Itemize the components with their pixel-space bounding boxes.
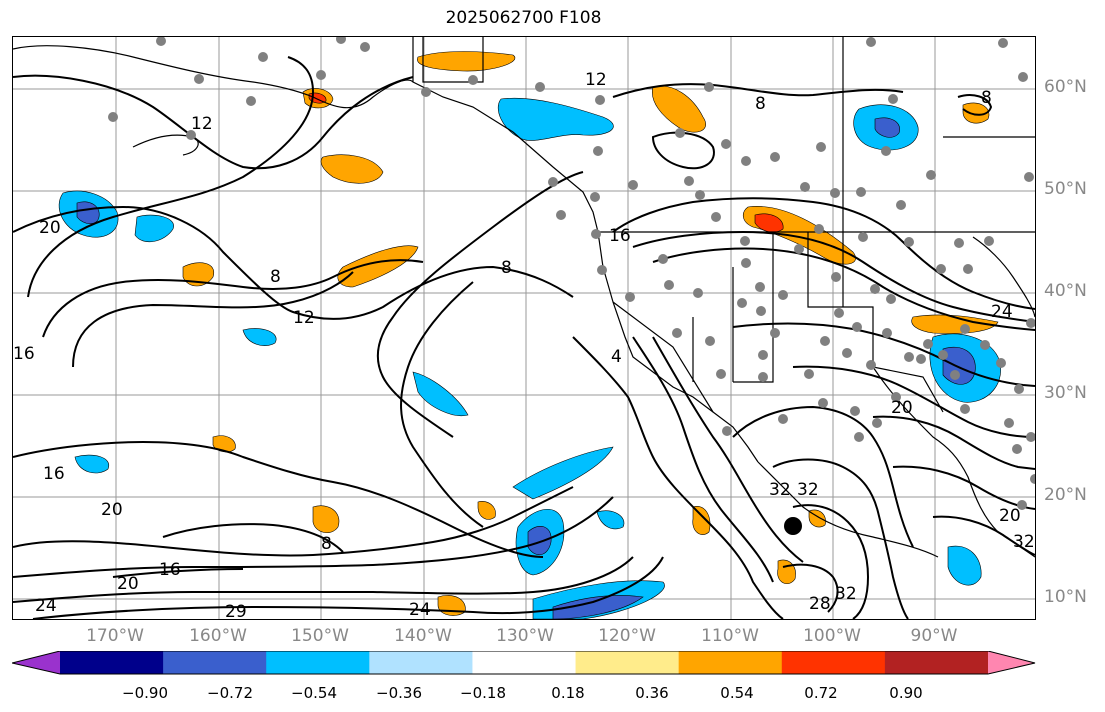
- colorbar-segment: [678, 651, 783, 674]
- contour-label: 12: [293, 308, 315, 328]
- positive-shade: [692, 506, 711, 535]
- lon-label-170w: 170°W: [86, 626, 144, 646]
- contour-label: 16: [13, 344, 35, 364]
- positive-shade: [911, 314, 999, 334]
- negative-shade: [874, 117, 900, 138]
- contour-label: 32: [835, 584, 857, 604]
- colorbar-segment: [781, 651, 886, 674]
- lon-label-90w: 90°W: [910, 626, 958, 646]
- lon-label-130w: 130°W: [496, 626, 554, 646]
- lat-label-30n: 30°N: [1044, 383, 1087, 403]
- colorbar-tick-label: −0.54: [291, 684, 337, 702]
- contour-label: 8: [501, 258, 512, 278]
- colorbar-tick-label: −0.72: [207, 684, 253, 702]
- contour-label: 24: [991, 302, 1013, 322]
- positive-shade: [337, 245, 419, 288]
- negative-shade: [512, 446, 614, 500]
- contour-label: 24: [35, 596, 57, 616]
- colorbar-segment: [369, 651, 473, 674]
- colorbar-tick-label: 0.90: [889, 684, 923, 702]
- shaded-fields: [58, 51, 1001, 619]
- colorbar-tick-label: 0.72: [804, 684, 838, 702]
- lat-label-50n: 50°N: [1044, 179, 1087, 199]
- map-panel: 4 8 8 8 8 8 12 12 12 16 16 16 16 20 20 2…: [12, 36, 1036, 620]
- contour-label: 24: [409, 600, 431, 619]
- lon-label-120w: 120°W: [598, 626, 656, 646]
- contour-label: 8: [270, 267, 281, 287]
- contour-label: 8: [321, 534, 332, 554]
- negative-shade: [412, 371, 469, 417]
- contour-label: 8: [981, 88, 992, 108]
- contour-label: 8: [755, 94, 766, 114]
- colorbar-segment: [266, 651, 370, 674]
- lat-label-10n: 10°N: [1044, 587, 1087, 607]
- negative-shade: [74, 454, 110, 474]
- contour-label: 12: [191, 114, 213, 134]
- lat-label-40n: 40°N: [1044, 281, 1087, 301]
- positive-shade: [182, 262, 215, 287]
- contour-label: 29: [225, 602, 247, 619]
- contour-label: 20: [117, 574, 139, 594]
- contour-label: 28: [809, 594, 831, 614]
- colorbar-tick-label: 0.54: [720, 684, 754, 702]
- negative-shade: [947, 545, 982, 586]
- positive-shade: [962, 102, 990, 124]
- positive-shade: [437, 595, 466, 616]
- lon-label-140w: 140°W: [394, 626, 452, 646]
- positive-shade: [477, 501, 496, 520]
- contour-value-labels: 4 8 8 8 8 8 12 12 12 16 16 16 16 20 20 2…: [13, 70, 1035, 619]
- colorbar-segment: [988, 651, 1035, 674]
- lat-label-20n: 20°N: [1044, 485, 1087, 505]
- height-contours: [13, 56, 1035, 619]
- lat-label-60n: 60°N: [1044, 77, 1087, 97]
- positive-shade: [320, 154, 384, 184]
- negative-shade: [76, 201, 100, 225]
- contour-label: 16: [43, 464, 65, 484]
- contour-label: 20: [999, 506, 1021, 526]
- negative-shade: [134, 214, 174, 243]
- contour-label: 20: [101, 500, 123, 520]
- positive-shade: [417, 51, 516, 72]
- colorbar-tick-label: 0.36: [635, 684, 669, 702]
- contour-label: 32: [769, 480, 791, 500]
- contour-label: 16: [159, 560, 181, 580]
- lon-label-160w: 160°W: [189, 626, 247, 646]
- colorbar-segment: [60, 651, 164, 674]
- contour-label: 20: [39, 218, 61, 238]
- lon-label-100w: 100°W: [803, 626, 861, 646]
- lon-label-150w: 150°W: [291, 626, 349, 646]
- positive-shade: [652, 85, 706, 133]
- colorbar-tick-label: −0.18: [460, 684, 506, 702]
- colorbar-segment: [575, 651, 680, 674]
- negative-shade: [527, 525, 552, 555]
- colorbar-segment: [163, 651, 267, 674]
- negative-shade: [596, 510, 625, 530]
- contour-label: 32: [1013, 532, 1035, 552]
- colorbar-segment: [472, 651, 577, 674]
- contour-label: 32: [797, 480, 819, 500]
- colorbar: [11, 650, 1036, 679]
- negative-shade: [242, 328, 277, 346]
- positive-shade: [777, 559, 796, 584]
- negative-shade: [552, 595, 644, 619]
- positive-shade: [312, 505, 340, 534]
- colorbar-tick-label: 0.18: [551, 684, 585, 702]
- station-markers: [108, 37, 1035, 535]
- contour-label: 16: [609, 226, 631, 246]
- contour-label: 20: [891, 398, 913, 418]
- positive-shade: [754, 213, 784, 233]
- negative-shade: [497, 97, 614, 141]
- colorbar-tick-label: −0.90: [122, 684, 168, 702]
- contour-label: 12: [585, 70, 607, 90]
- map-title: 2025062700 F108: [445, 8, 602, 28]
- colorbar-tick-label: −0.36: [376, 684, 422, 702]
- colorbar-segment: [884, 651, 989, 674]
- lon-label-110w: 110°W: [701, 626, 759, 646]
- colorbar-segment: [12, 651, 60, 674]
- contour-label: 4: [611, 347, 622, 367]
